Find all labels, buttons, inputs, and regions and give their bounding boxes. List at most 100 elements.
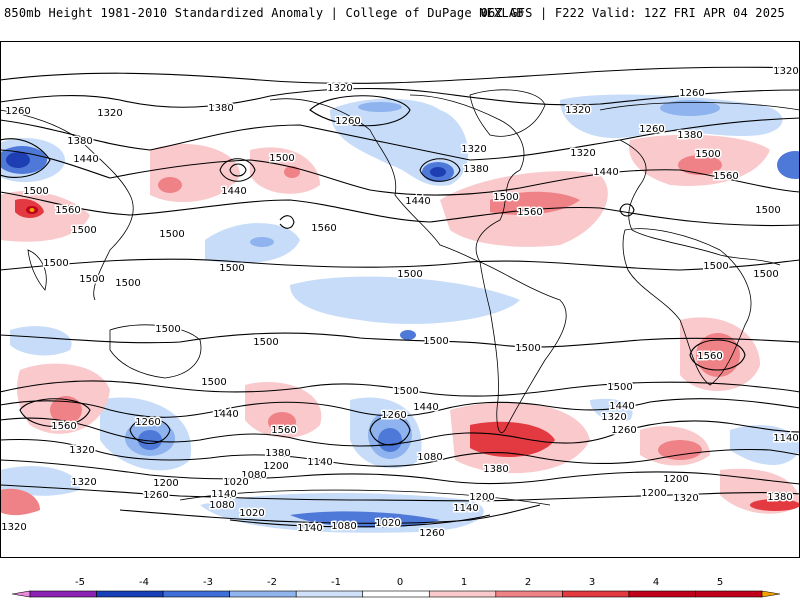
contour-label: 1080 — [331, 521, 356, 532]
colorbar-tick-label: 2 — [525, 577, 531, 588]
contour-label: 1140 — [773, 433, 798, 444]
negative-anomaly-area — [10, 326, 72, 356]
negative-anomaly-area — [6, 152, 30, 168]
positive-anomaly-area — [470, 421, 555, 458]
colorbar-segment — [628, 590, 696, 598]
positive-anomaly-area — [50, 396, 82, 424]
australia-coastline — [109, 324, 202, 379]
colorbar-left-arrow — [11, 590, 31, 598]
negative-anomaly-area — [138, 430, 162, 450]
contour-label: 1500 — [201, 377, 226, 388]
contour-label: 1560 — [271, 425, 296, 436]
contour-label: 1260 — [679, 88, 704, 99]
anomaly-map: 1320 1320 1260 1320 1380 1260 1320 1260 1380 1260… — [0, 41, 800, 558]
contour-label: 1500 — [515, 343, 540, 354]
positive-anomaly-area — [29, 208, 35, 212]
colorbar-segments — [11, 590, 781, 598]
contour-label: 1320 — [773, 66, 798, 77]
contour-label: 1500 — [493, 192, 518, 203]
contour-label: 1320 — [673, 493, 698, 504]
contour-label: 1140 — [297, 523, 322, 534]
anomaly-colorbar: -5 -4 -3 -2 -1 0 1 2 3 4 5 — [11, 577, 781, 598]
colorbar-tick-label: 3 — [589, 577, 595, 588]
colorbar-segment — [229, 590, 297, 598]
contour-line — [0, 149, 800, 196]
positive-anomaly-area — [284, 166, 300, 178]
contour-line — [0, 66, 800, 84]
contour-label: 1260 — [335, 116, 360, 127]
colorbar-segment — [29, 590, 97, 598]
contour-label: 1200 — [663, 474, 688, 485]
contour-label: 1440 — [73, 154, 98, 165]
contour-line — [0, 438, 800, 467]
greenland-coastline — [469, 89, 546, 137]
contour-label: 1320 — [565, 105, 590, 116]
positive-anomaly-area — [490, 191, 580, 215]
contour-line — [219, 158, 256, 182]
contour-label: 1260 — [5, 106, 30, 117]
positive-anomaly-area — [0, 488, 40, 516]
contour-label: 1440 — [213, 409, 238, 420]
contour-line — [119, 504, 541, 524]
negative-anomaly-area — [430, 167, 446, 177]
contour-label: 1260 — [611, 425, 636, 436]
positive-anomaly-area — [696, 333, 740, 377]
contour-line — [619, 203, 635, 217]
colorbar-segment — [295, 590, 364, 598]
contour-label: 1320 — [97, 108, 122, 119]
contour-label: 1140 — [211, 489, 236, 500]
contour-label: 1500 — [115, 278, 140, 289]
contour-label: 1440 — [413, 402, 438, 413]
contour-label: 1260 — [143, 490, 168, 501]
colorbar-segment — [428, 590, 497, 598]
contour-label: 1320 — [570, 148, 595, 159]
contour-line — [0, 459, 800, 485]
contour-label: 1260 — [639, 124, 664, 135]
contour-label: 1560 — [713, 171, 738, 182]
contour-label: 1440 — [609, 401, 634, 412]
contour-label: 1560 — [697, 351, 722, 362]
contour-label: 1500 — [23, 186, 48, 197]
negative-anomaly-area — [290, 276, 520, 324]
positive-anomaly-area — [245, 381, 322, 438]
contour-line — [0, 332, 800, 348]
contour-line — [0, 380, 800, 397]
negative-anomaly-area — [378, 428, 402, 452]
antarctica-coastline — [179, 489, 551, 506]
contour-label: 1500 — [695, 149, 720, 160]
contour-label: 1080 — [209, 500, 234, 511]
contour-label: 1500 — [269, 153, 294, 164]
contour-label: 1500 — [607, 382, 632, 393]
contour-label: 1440 — [593, 167, 618, 178]
eurasia-coastline — [0, 102, 800, 301]
colorbar-tick-label: -4 — [139, 577, 149, 588]
contour-label: 1560 — [517, 207, 542, 218]
contour-line — [0, 417, 800, 447]
contour-label: 1140 — [307, 457, 332, 468]
contour-line — [0, 117, 800, 161]
contour-label: 1260 — [419, 528, 444, 539]
colorbar-tick-label: -5 — [75, 577, 85, 588]
colorbar-tick-label: 4 — [653, 577, 659, 588]
contour-label: 1380 — [67, 136, 92, 147]
colorbar-segment — [562, 590, 630, 598]
india-coastline — [27, 249, 47, 291]
map-title: 850mb Height 1981-2010 Standardized Anom… — [4, 6, 524, 20]
contour-label: 1440 — [221, 186, 246, 197]
positive-anomaly-area — [158, 177, 182, 193]
colorbar-segment — [495, 590, 563, 598]
negative-anomaly-area — [660, 100, 720, 116]
contour-label: 1440 — [405, 196, 430, 207]
positive-anomaly-area — [658, 440, 702, 460]
contour-line — [369, 416, 411, 446]
contour-line — [309, 95, 411, 127]
colorbar-segment — [96, 590, 164, 598]
contour-line — [229, 514, 491, 528]
contour-label: 1380 — [483, 464, 508, 475]
contour-label: 1380 — [463, 164, 488, 175]
header: 850mb Height 1981-2010 Standardized Anom… — [0, 0, 800, 28]
contour-label: 1560 — [55, 205, 80, 216]
contour-label: 1500 — [43, 258, 68, 269]
contour-label: 1320 — [69, 445, 94, 456]
contour-line — [419, 158, 461, 182]
